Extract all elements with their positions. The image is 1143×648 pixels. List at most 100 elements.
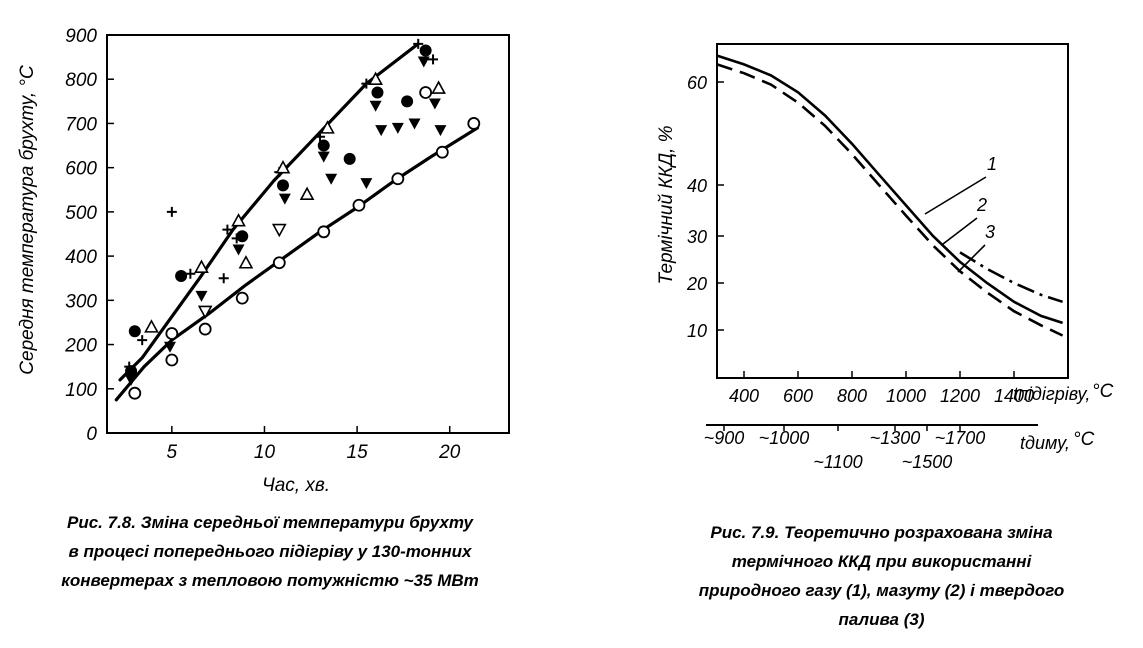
x-heating-label: tпідігріву, bbox=[1013, 384, 1090, 404]
x-heating-tick-label: 800 bbox=[837, 386, 867, 406]
curve-2 bbox=[716, 54, 1064, 325]
open-down-triangle-point bbox=[197, 305, 213, 320]
x-tick-label: 10 bbox=[254, 442, 276, 463]
x-flue-tick-label: ~1700 bbox=[935, 428, 986, 448]
filled-triangle-point bbox=[325, 173, 338, 185]
x-heating-unit: °С bbox=[1092, 381, 1114, 402]
filled-triangle-point bbox=[369, 100, 382, 112]
caption-line: Рис. 7.9. Теоретично розрахована зміна bbox=[710, 523, 1053, 542]
curve-leader-1 bbox=[924, 176, 987, 215]
y-tick-label: 500 bbox=[65, 203, 97, 224]
filled-circle-point bbox=[175, 270, 188, 283]
open-circle-point bbox=[467, 117, 481, 130]
filled-circle-point bbox=[343, 152, 356, 165]
curve-1 bbox=[716, 63, 1064, 337]
open-circle-point bbox=[235, 291, 249, 305]
filled-triangle-point bbox=[125, 374, 138, 386]
filled-triangle-point bbox=[375, 125, 388, 137]
plot-frame bbox=[106, 34, 510, 434]
filled-triangle-point bbox=[417, 56, 430, 68]
open-circle-point bbox=[391, 172, 405, 186]
x-heating-tick-label: 400 bbox=[729, 386, 759, 406]
filled-triangle-point bbox=[278, 193, 291, 205]
y-tick-label: 300 bbox=[65, 291, 97, 312]
filled-triangle-point bbox=[408, 118, 421, 130]
open-circle-point bbox=[198, 322, 212, 336]
open-down-triangle-point bbox=[271, 223, 287, 238]
caption-7-9: Рис. 7.9. Теоретично розрахована зміна т… bbox=[620, 518, 1143, 634]
caption-line: палива (3) bbox=[838, 610, 925, 629]
plus-point bbox=[185, 268, 196, 279]
filled-triangle-point bbox=[163, 341, 176, 353]
filled-circle-point bbox=[401, 95, 414, 108]
caption-7-8: Рис. 7.8. Зміна середньої температури бр… bbox=[0, 508, 540, 595]
caption-line: природного газу (1), мазуту (2) і твердо… bbox=[698, 581, 1065, 600]
y-tick-label: 10 bbox=[687, 321, 707, 341]
x-tick-label: 15 bbox=[347, 442, 369, 463]
curve-label-1: 1 bbox=[987, 154, 997, 174]
y-tick-label: 800 bbox=[65, 70, 97, 91]
open-circle-point bbox=[352, 198, 366, 212]
open-triangle-point bbox=[231, 213, 246, 227]
filled-triangle-point bbox=[391, 122, 404, 134]
open-triangle-point bbox=[275, 159, 291, 174]
open-triangle-point bbox=[238, 255, 254, 269]
filled-circle-point bbox=[419, 44, 432, 57]
filled-triangle-point bbox=[317, 151, 330, 163]
y-tick-label: 900 bbox=[65, 26, 97, 47]
caption-line: термічного ККД при використанні bbox=[731, 552, 1032, 571]
filled-circle-point bbox=[371, 86, 384, 99]
open-circle-point bbox=[272, 256, 286, 270]
plus-point bbox=[218, 273, 229, 284]
trend-line bbox=[118, 42, 420, 382]
open-triangle-point bbox=[299, 186, 315, 200]
filled-triangle-point bbox=[360, 178, 373, 190]
curve-3 bbox=[959, 251, 1064, 304]
filled-circle-point bbox=[236, 230, 249, 243]
figure-7-9: 10 20 30 40 60 Термічний ККД, % 400 600 800 1000 1… bbox=[620, 0, 1143, 648]
open-circle-point bbox=[419, 86, 433, 99]
filled-triangle-point bbox=[195, 290, 208, 302]
filled-circle-point bbox=[317, 139, 330, 152]
open-circle-point bbox=[165, 327, 179, 340]
x-flue-tick-label: ~900 bbox=[704, 428, 745, 448]
x-flue-tick-label: ~1300 bbox=[870, 428, 921, 448]
y-tick-label: 700 bbox=[65, 114, 97, 135]
y-axis-label: Середня температура брухту, °С bbox=[17, 65, 38, 375]
caption-line: Рис. 7.8. Зміна середньої температури бр… bbox=[67, 513, 473, 532]
plus-point bbox=[137, 335, 148, 346]
plot-frame bbox=[716, 43, 1069, 379]
open-circle-point bbox=[128, 386, 142, 400]
open-triangle-point bbox=[144, 319, 159, 333]
filled-triangle-point bbox=[232, 244, 245, 256]
plus-point bbox=[315, 131, 326, 142]
open-triangle-point bbox=[194, 259, 209, 273]
x-heating-tick-label: 1400 bbox=[994, 386, 1034, 406]
y-tick-label: 600 bbox=[65, 159, 97, 180]
y-axis-label: Термічний ККД, % bbox=[656, 125, 677, 284]
plus-point bbox=[222, 224, 233, 235]
filled-circle-point bbox=[125, 365, 138, 378]
x-heating-tick-label: 1200 bbox=[940, 386, 980, 406]
open-circle-point bbox=[165, 353, 179, 367]
filled-circle-point bbox=[128, 325, 141, 338]
open-triangle-point bbox=[368, 71, 383, 86]
x-tick-label: 5 bbox=[167, 442, 178, 463]
filled-triangle-point bbox=[428, 98, 441, 110]
curve-leader-2 bbox=[942, 217, 978, 245]
y-tick-label: 20 bbox=[686, 274, 707, 294]
y-tick-label: 40 bbox=[687, 176, 707, 196]
x-flue-tick-label: ~1000 bbox=[759, 428, 810, 448]
curve-label-3: 3 bbox=[985, 222, 995, 242]
caption-line: конвертерах з тепловою потужністю ~35 МВ… bbox=[61, 571, 479, 590]
y-tick-label: 0 bbox=[86, 424, 97, 445]
open-circle-point bbox=[317, 225, 331, 239]
x-heating-tick-label: 1000 bbox=[886, 386, 926, 406]
x-flue-tick-label: ~1100 bbox=[813, 452, 862, 472]
efficiency-chart: 10 20 30 40 60 Термічний ККД, % 400 600 800 1000 1… bbox=[656, 43, 1114, 472]
figure-7-8: 0 100 200 300 400 500 600 700 800 900 5 10 15 20 Час, … bbox=[0, 0, 540, 648]
y-tick-label: 200 bbox=[64, 336, 97, 357]
y-tick-label: 100 bbox=[65, 380, 97, 401]
y-tick-label: 60 bbox=[687, 73, 707, 93]
x-axis-label: Час, хв. bbox=[262, 475, 330, 496]
